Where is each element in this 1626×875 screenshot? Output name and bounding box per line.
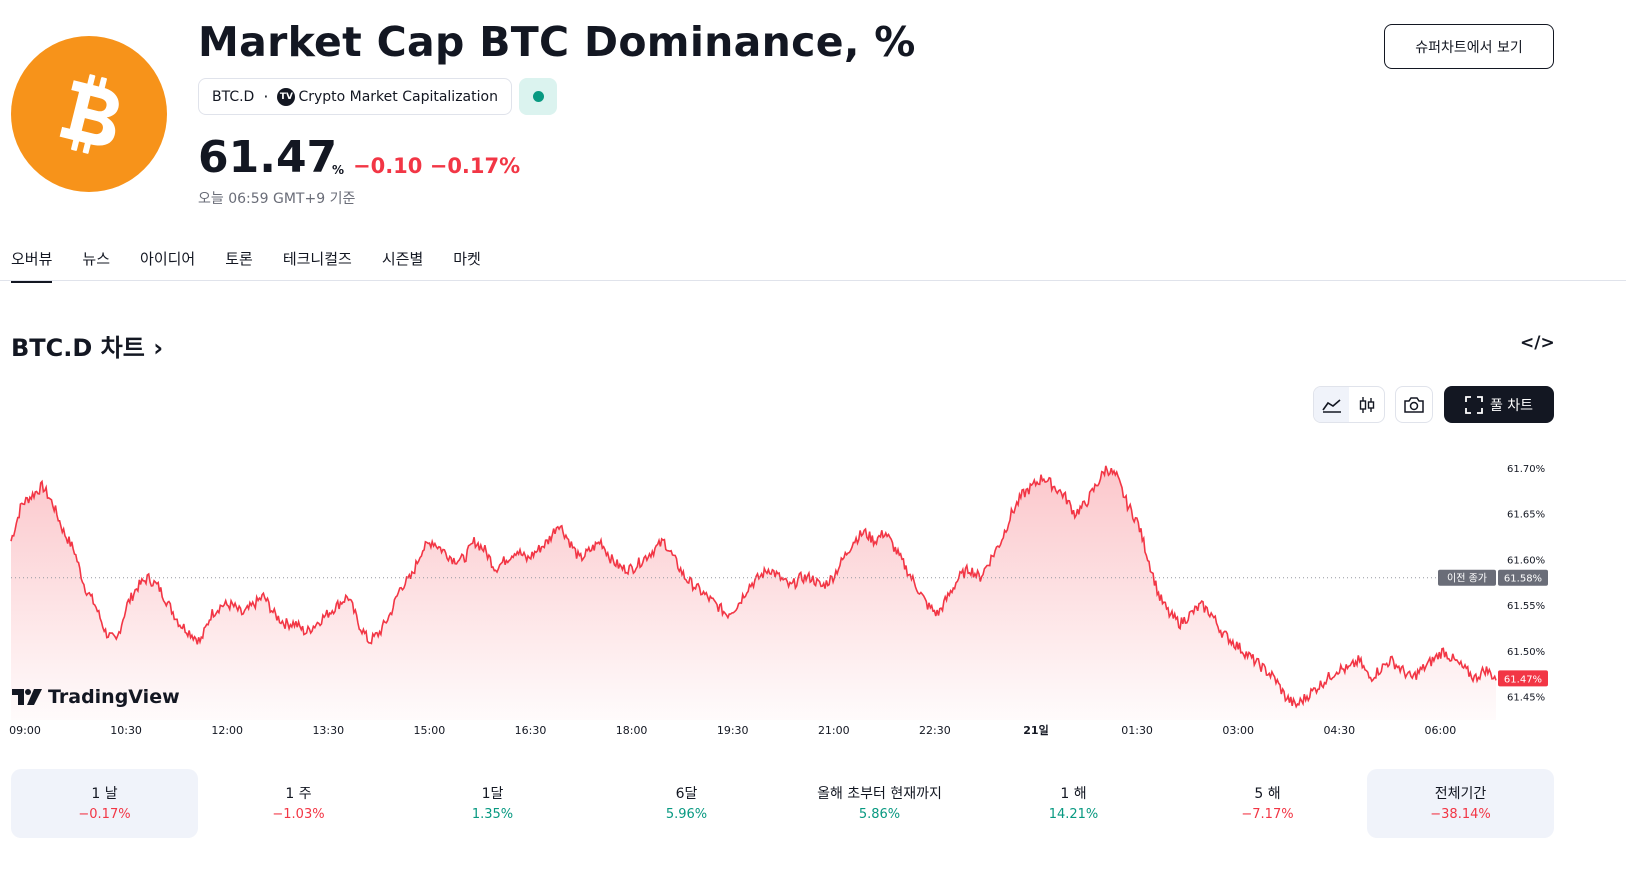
x-axis-tick-label: 22:30 <box>919 724 951 737</box>
x-axis-tick-label: 01:30 <box>1121 724 1153 737</box>
x-axis-tick-label: 06:00 <box>1425 724 1457 737</box>
price-timestamp: 오늘 06:59 GMT+9 기준 <box>198 191 356 207</box>
x-axis-tick-label: 10:30 <box>110 724 142 737</box>
period-button[interactable]: 1달 1.35% <box>399 769 586 838</box>
period-change-value: −7.17% <box>1241 807 1294 822</box>
tab-overview[interactable]: 오버뷰 <box>11 248 53 283</box>
chart-section-heading[interactable]: BTC.D 차트 › <box>11 328 163 363</box>
y-axis-tick-label: 61.45% <box>1507 693 1545 704</box>
open-supercharts-button[interactable]: 슈퍼차트에서 보기 <box>1384 24 1554 69</box>
exchange-name: Crypto Market Capitalization <box>298 88 498 105</box>
tab-discussion[interactable]: 토론 <box>225 250 253 268</box>
x-axis-tick-label: 18:00 <box>616 724 648 737</box>
period-button[interactable]: 1 해 14.21% <box>980 769 1167 838</box>
period-button[interactable]: 5 해 −7.17% <box>1174 769 1361 838</box>
y-axis-tick-label: 61.60% <box>1507 555 1545 566</box>
tab-ideas[interactable]: 아이디어 <box>140 250 196 268</box>
period-label: 1 주 <box>285 786 312 802</box>
tabs-divider <box>0 280 1626 281</box>
chart-heading-text: BTC.D 차트 <box>11 334 145 362</box>
previous-close-caption: 이전 종가 <box>1447 573 1487 585</box>
price-change: −0.10 −0.17% <box>353 154 521 178</box>
previous-close-value-badge <box>1498 569 1548 586</box>
period-label: 올해 초부터 현재까지 <box>817 786 942 802</box>
y-axis-tick-label: 61.55% <box>1507 601 1545 612</box>
period-change-value: 1.35% <box>471 807 514 822</box>
last-price-value: 61.47% <box>1504 674 1542 685</box>
symbol-pill[interactable]: BTC.D · TV Crypto Market Capitalization <box>198 78 512 115</box>
period-button[interactable]: 1 날 −0.17% <box>11 769 198 838</box>
previous-close-caption-badge <box>1438 569 1496 586</box>
x-axis-tick-label: 19:30 <box>717 724 749 737</box>
y-axis-tick-label: 61.50% <box>1507 647 1545 658</box>
embed-code-icon[interactable]: </> <box>1520 333 1555 353</box>
period-label: 1 해 <box>1060 786 1087 802</box>
tab-seasonals[interactable]: 시즌별 <box>381 250 424 268</box>
period-button[interactable]: 올해 초부터 현재까지 5.86% <box>786 769 973 838</box>
page-title: Market Cap BTC Dominance, % <box>198 18 916 66</box>
x-axis-tick-label: 21일 <box>1023 723 1048 737</box>
x-axis-tick-label: 09:00 <box>9 724 41 737</box>
period-change-value: −38.14% <box>1430 807 1491 822</box>
tradingview-small-icon: TV <box>277 87 296 106</box>
camera-icon <box>1404 396 1424 413</box>
status-dot-icon <box>532 91 544 102</box>
x-axis-tick-label: 03:00 <box>1222 724 1254 737</box>
period-button[interactable]: 전체기간 −38.14% <box>1367 769 1554 838</box>
period-label: 1 날 <box>91 786 118 802</box>
snapshot-button[interactable] <box>1395 386 1433 423</box>
period-change-value: 5.86% <box>858 807 901 822</box>
period-change-value: 5.96% <box>665 807 708 822</box>
period-change-value: −1.03% <box>272 807 325 822</box>
price-chart[interactable]: 61.70% 61.65% 61.60% 61.55% 61.50% 61.45% 이전 종… <box>0 430 1626 750</box>
price-area-fill <box>11 465 1496 720</box>
separator-dot: · <box>263 86 269 106</box>
chart-style-toggle <box>1313 386 1385 423</box>
x-axis-tick-label: 04:30 <box>1323 724 1355 737</box>
fullscreen-icon <box>1465 395 1483 414</box>
candle-chart-button[interactable] <box>1349 387 1384 422</box>
period-button[interactable]: 6달 5.96% <box>593 769 780 838</box>
x-axis-tick-label: 15:00 <box>414 724 446 737</box>
symbol-name: BTC.D <box>212 88 255 105</box>
y-axis-tick-label: 61.65% <box>1507 510 1545 521</box>
full-chart-label: 풀 차트 <box>1489 397 1534 414</box>
x-axis-tick-label: 13:30 <box>312 724 344 737</box>
y-axis-tick-label: 61.70% <box>1507 464 1545 475</box>
bitcoin-logo-icon <box>11 36 167 192</box>
previous-close-value: 61.58% <box>1504 574 1542 585</box>
price-line <box>10 465 1497 709</box>
period-button[interactable]: 1 주 −1.03% <box>205 769 392 838</box>
candlestick-icon <box>1359 396 1374 413</box>
last-price-badge <box>1498 670 1548 687</box>
period-label: 전체기간 <box>1434 786 1487 802</box>
symbol-tabs: 오버뷰 뉴스 아이디어 토론 테크니컬즈 시즌별 마켓 <box>11 248 481 283</box>
tab-technicals[interactable]: 테크니컬즈 <box>282 250 352 268</box>
x-axis-tick-label: 16:30 <box>515 724 547 737</box>
tab-news[interactable]: 뉴스 <box>82 250 111 268</box>
price-unit: % <box>332 163 345 177</box>
period-change-value: −0.17% <box>78 807 131 822</box>
bitcoin-symbol-icon <box>59 74 119 154</box>
tradingview-watermark: TradingView <box>12 686 180 708</box>
x-axis-tick-label: 12:00 <box>211 724 243 737</box>
market-status-badge[interactable] <box>519 78 557 115</box>
x-axis-tick-label: 21:00 <box>818 724 850 737</box>
area-chart-icon <box>1321 398 1341 413</box>
chevron-right-icon: › <box>144 334 164 362</box>
period-label: 1달 <box>481 786 504 802</box>
full-chart-button[interactable]: 풀 차트 <box>1444 386 1554 423</box>
period-change-value: 14.21% <box>1048 807 1099 822</box>
area-chart-button[interactable] <box>1314 387 1349 422</box>
period-label: 5 해 <box>1254 786 1281 802</box>
last-price: 61.47 <box>198 132 338 183</box>
tab-markets[interactable]: 마켓 <box>453 250 481 268</box>
tradingview-watermark-text: TradingView <box>48 686 180 708</box>
tradingview-logo-icon <box>12 689 42 705</box>
period-label: 6달 <box>675 786 698 802</box>
